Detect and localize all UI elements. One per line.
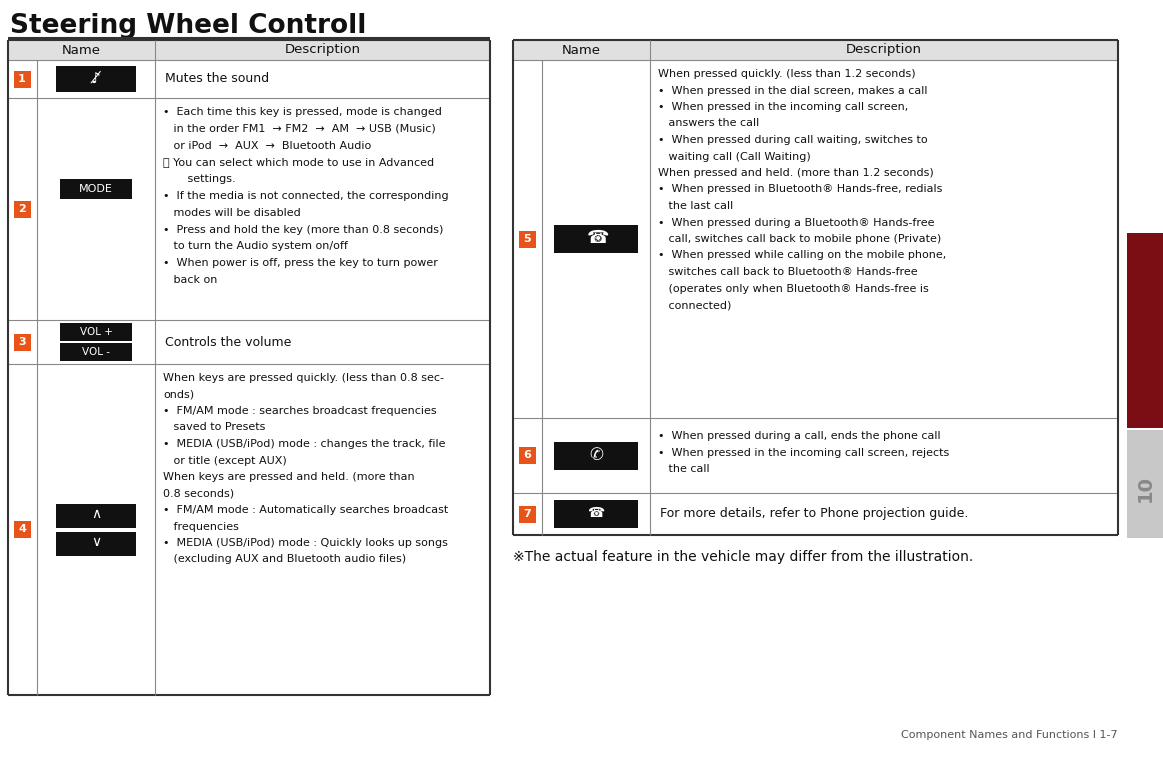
Bar: [56, 66, 136, 92]
Text: modes will be disabled: modes will be disabled: [163, 208, 301, 218]
Text: ♪̸: ♪̸: [91, 70, 101, 86]
Bar: [513, 40, 1118, 60]
Bar: [1127, 233, 1163, 428]
Text: •  FM/AM mode : Automatically searches broadcast: • FM/AM mode : Automatically searches br…: [163, 505, 448, 515]
Text: to turn the Audio system on/off: to turn the Audio system on/off: [163, 241, 348, 252]
Text: onds): onds): [163, 390, 194, 399]
Text: ☎: ☎: [587, 229, 609, 247]
Text: •  When pressed during a Bluetooth® Hands-free: • When pressed during a Bluetooth® Hands…: [658, 218, 935, 227]
Text: the call: the call: [658, 464, 709, 474]
Text: •  When pressed during a call, ends the phone call: • When pressed during a call, ends the p…: [658, 431, 941, 441]
Text: •  When pressed in Bluetooth® Hands-free, redials: • When pressed in Bluetooth® Hands-free,…: [658, 184, 942, 195]
Text: Name: Name: [562, 43, 601, 57]
Text: When pressed and held. (more than 1.2 seconds): When pressed and held. (more than 1.2 se…: [658, 168, 934, 178]
Text: ✆: ✆: [590, 446, 602, 463]
Text: call, switches call back to mobile phone (Private): call, switches call back to mobile phone…: [658, 234, 941, 244]
Text: •  MEDIA (USB/iPod) mode : Quickly looks up songs: • MEDIA (USB/iPod) mode : Quickly looks …: [163, 538, 448, 548]
Text: •  If the media is not connected, the corresponding: • If the media is not connected, the cor…: [163, 191, 449, 201]
Text: •  When pressed in the incoming call screen, rejects: • When pressed in the incoming call scre…: [658, 447, 949, 458]
Text: back on: back on: [163, 275, 217, 285]
Bar: [56, 531, 136, 556]
Text: When keys are pressed quickly. (less than 0.8 sec-: When keys are pressed quickly. (less tha…: [163, 373, 444, 383]
Text: 5: 5: [523, 234, 530, 244]
Text: •  When pressed in the dial screen, makes a call: • When pressed in the dial screen, makes…: [658, 86, 928, 96]
Text: •  FM/AM mode : searches broadcast frequencies: • FM/AM mode : searches broadcast freque…: [163, 406, 436, 416]
Text: •  MEDIA (USB/iPod) mode : changes the track, file: • MEDIA (USB/iPod) mode : changes the tr…: [163, 439, 445, 449]
Text: For more details, refer to Phone projection guide.: For more details, refer to Phone project…: [659, 508, 969, 521]
Text: in the order FM1  → FM2  →  AM  → USB (Music): in the order FM1 → FM2 → AM → USB (Music…: [163, 124, 436, 134]
Bar: [519, 230, 535, 248]
Bar: [60, 323, 131, 341]
Text: 4: 4: [19, 525, 26, 534]
Text: •  When pressed in the incoming call screen,: • When pressed in the incoming call scre…: [658, 102, 908, 112]
Text: Steering Wheel Controll: Steering Wheel Controll: [10, 13, 366, 39]
Text: •  Press and hold the key (more than 0.8 seconds): • Press and hold the key (more than 0.8 …: [163, 224, 443, 234]
Text: switches call back to Bluetooth® Hands-free: switches call back to Bluetooth® Hands-f…: [658, 267, 918, 277]
Text: or title (except AUX): or title (except AUX): [163, 456, 287, 465]
Bar: [60, 179, 131, 199]
Text: When pressed quickly. (less than 1.2 seconds): When pressed quickly. (less than 1.2 sec…: [658, 69, 915, 79]
Text: waiting call (Call Waiting): waiting call (Call Waiting): [658, 152, 811, 161]
Text: ⓘ You can select which mode to use in Advanced: ⓘ You can select which mode to use in Ad…: [163, 158, 434, 168]
Text: Controls the volume: Controls the volume: [165, 336, 292, 349]
Bar: [14, 334, 30, 350]
Text: When keys are pressed and held. (more than: When keys are pressed and held. (more th…: [163, 472, 415, 482]
Bar: [554, 500, 638, 528]
Bar: [14, 70, 30, 87]
Text: MODE: MODE: [79, 184, 113, 194]
Text: •  When pressed during call waiting, switches to: • When pressed during call waiting, swit…: [658, 135, 928, 145]
Text: ∧: ∧: [91, 506, 101, 521]
Text: 10: 10: [1135, 475, 1155, 502]
Bar: [1127, 430, 1163, 538]
Text: the last call: the last call: [658, 201, 733, 211]
Text: connected): connected): [658, 300, 732, 310]
Text: answers the call: answers the call: [658, 118, 759, 129]
Text: ☎: ☎: [587, 506, 605, 520]
Text: Name: Name: [62, 43, 101, 57]
Text: or iPod  →  AUX  →  Bluetooth Audio: or iPod → AUX → Bluetooth Audio: [163, 140, 371, 151]
Bar: [14, 201, 30, 218]
Text: Description: Description: [285, 43, 361, 57]
Bar: [8, 40, 490, 60]
Text: Component Names and Functions I 1-7: Component Names and Functions I 1-7: [901, 730, 1118, 740]
Text: 2: 2: [19, 204, 26, 214]
Bar: [56, 503, 136, 528]
Text: 7: 7: [523, 509, 530, 519]
Text: •  When pressed while calling on the mobile phone,: • When pressed while calling on the mobi…: [658, 250, 947, 261]
Text: •  When power is off, press the key to turn power: • When power is off, press the key to tu…: [163, 258, 438, 268]
Text: Mutes the sound: Mutes the sound: [165, 73, 269, 86]
Bar: [60, 343, 131, 361]
Text: 0.8 seconds): 0.8 seconds): [163, 488, 234, 499]
Text: Description: Description: [846, 43, 922, 57]
Text: •  Each time this key is pressed, mode is changed: • Each time this key is pressed, mode is…: [163, 107, 442, 117]
Bar: [14, 521, 30, 538]
Text: VOL -: VOL -: [83, 347, 110, 357]
Bar: [519, 447, 535, 464]
Text: settings.: settings.: [163, 174, 236, 184]
Text: 1: 1: [19, 74, 26, 84]
Text: VOL +: VOL +: [79, 327, 113, 337]
Text: ※The actual feature in the vehicle may differ from the illustration.: ※The actual feature in the vehicle may d…: [513, 550, 973, 564]
Text: 6: 6: [523, 450, 531, 461]
Text: 3: 3: [19, 337, 26, 347]
Bar: [554, 441, 638, 469]
Text: frequencies: frequencies: [163, 522, 238, 531]
Bar: [519, 506, 535, 522]
Text: (excluding AUX and Bluetooth audio files): (excluding AUX and Bluetooth audio files…: [163, 555, 406, 565]
Bar: [554, 225, 638, 253]
Text: ∨: ∨: [91, 535, 101, 550]
Text: (operates only when Bluetooth® Hands-free is: (operates only when Bluetooth® Hands-fre…: [658, 283, 929, 293]
Text: saved to Presets: saved to Presets: [163, 422, 265, 433]
